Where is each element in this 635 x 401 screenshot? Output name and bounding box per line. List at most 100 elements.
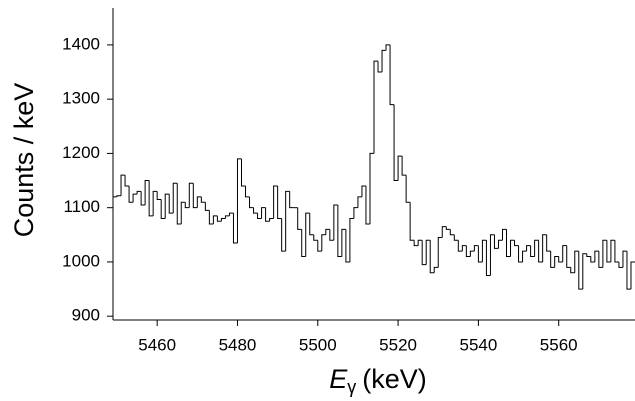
histogram-step <box>297 207 302 230</box>
histogram-step <box>449 229 455 236</box>
histogram-step <box>578 251 583 290</box>
histogram-step <box>473 245 479 252</box>
histogram-step <box>497 239 503 249</box>
histogram-step <box>240 158 246 187</box>
histogram-step <box>413 240 419 247</box>
histogram-step <box>441 226 447 238</box>
histogram-step <box>530 245 535 258</box>
histogram-step <box>216 215 222 222</box>
x-tick-label: 5500 <box>299 335 337 354</box>
histogram-step <box>373 60 379 154</box>
x-tick-label: 5480 <box>219 335 257 354</box>
histogram-step <box>196 196 202 208</box>
y-tick-label: 1400 <box>62 34 100 53</box>
histogram-step <box>401 156 407 176</box>
histogram-step <box>622 250 627 268</box>
histogram-step <box>236 158 242 243</box>
histogram-step <box>281 218 286 252</box>
histogram-step <box>465 245 471 258</box>
histogram-step <box>245 185 250 198</box>
histogram-step <box>176 183 182 225</box>
histogram-step <box>377 61 383 73</box>
x-axis-subscript: γ <box>347 377 356 397</box>
histogram-step <box>317 240 322 252</box>
histogram-step <box>349 218 354 262</box>
histogram-step <box>269 218 274 222</box>
histogram-step <box>365 185 370 225</box>
histogram-step <box>261 207 266 219</box>
histogram-step <box>321 234 326 252</box>
histogram-step <box>212 215 218 224</box>
histogram-step <box>526 245 531 252</box>
histogram-step <box>586 253 591 258</box>
histogram-step <box>598 251 603 268</box>
histogram-step <box>160 199 166 220</box>
histogram-step <box>301 229 306 258</box>
histogram-step <box>273 185 278 219</box>
histogram-step <box>305 212 310 257</box>
histogram-step <box>257 213 262 220</box>
histogram-step <box>184 202 190 209</box>
x-axis-unit: (keV) <box>362 364 427 394</box>
histogram-step <box>469 250 475 257</box>
histogram-step <box>445 226 451 230</box>
histogram-step <box>425 239 431 265</box>
histogram-step <box>148 180 154 217</box>
y-tick-label: 900 <box>72 306 100 325</box>
y-tick-label: 1300 <box>62 89 100 108</box>
histogram-step <box>566 245 571 268</box>
y-tick-label: 1200 <box>62 143 100 162</box>
x-tick-label: 5520 <box>379 335 417 354</box>
histogram-step <box>433 266 439 273</box>
histogram-step <box>421 240 427 266</box>
histogram-step <box>489 234 495 276</box>
histogram-step <box>562 245 567 262</box>
x-tick-label: 5460 <box>138 335 176 354</box>
histogram-step <box>144 180 150 205</box>
histogram-step <box>630 261 635 290</box>
histogram-step <box>120 174 126 196</box>
histogram-step <box>437 237 443 268</box>
histogram-step <box>313 234 318 241</box>
histogram-step <box>510 239 515 257</box>
histogram-step <box>457 240 463 252</box>
y-tick-label: 1000 <box>62 251 100 270</box>
histogram-step <box>590 256 595 263</box>
histogram-step <box>228 212 234 216</box>
histogram-step <box>606 240 611 263</box>
histogram-step <box>341 228 346 257</box>
x-tick-label: 5540 <box>459 335 497 354</box>
histogram-step <box>333 204 338 241</box>
histogram-step <box>369 152 374 224</box>
histogram-step <box>405 175 411 203</box>
histogram-step <box>337 204 342 258</box>
histogram-step <box>409 202 415 241</box>
histogram-step <box>172 182 178 214</box>
histogram-step <box>501 228 507 241</box>
histogram-step <box>325 228 330 235</box>
histogram-step <box>180 201 186 224</box>
histogram-step <box>546 234 551 252</box>
histogram-step <box>277 185 282 220</box>
y-tick-label: 1100 <box>63 197 100 216</box>
histogram-step <box>518 245 523 263</box>
histogram-step <box>116 195 122 197</box>
histogram-step <box>249 196 254 209</box>
histogram-step <box>461 245 467 252</box>
histogram-step <box>361 185 366 197</box>
x-axis-title: Eγ (keV) <box>329 364 427 397</box>
histogram-step <box>522 250 527 262</box>
histogram-step <box>188 182 194 208</box>
histogram-step <box>164 193 170 219</box>
histogram-step <box>610 239 615 262</box>
x-tick-label: 5560 <box>540 335 578 354</box>
histogram-step <box>582 253 587 290</box>
histogram-step <box>453 234 459 241</box>
histogram-step <box>140 191 146 206</box>
histogram-step <box>397 155 403 181</box>
histogram-step <box>534 239 539 257</box>
histogram-step <box>136 190 142 195</box>
histogram-step <box>417 239 423 246</box>
histogram-step <box>393 104 399 182</box>
